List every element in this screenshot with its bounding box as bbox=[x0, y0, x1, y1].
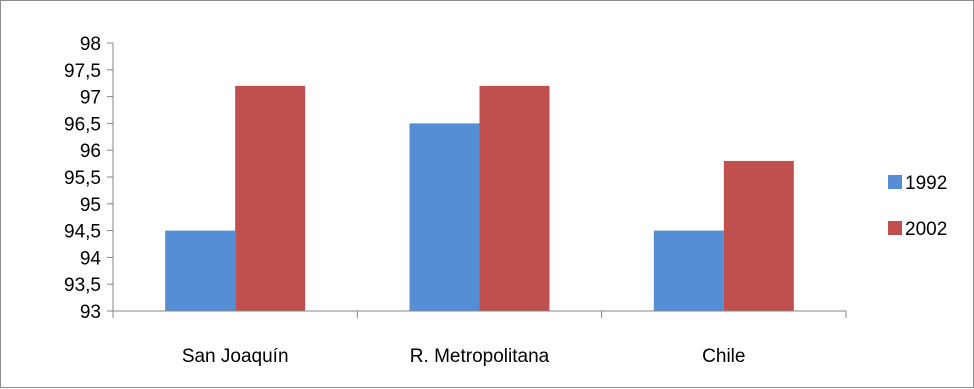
y-tick-label: 97 bbox=[80, 88, 101, 109]
y-tick-label: 95,5 bbox=[64, 168, 101, 189]
x-category-label: Chile bbox=[702, 346, 745, 367]
y-tick-label: 94,5 bbox=[64, 222, 101, 243]
y-tick-label: 96,5 bbox=[64, 114, 101, 135]
bar-2002-2 bbox=[479, 85, 550, 311]
y-tick-label: 97,5 bbox=[64, 61, 101, 82]
legend-label: 2002 bbox=[905, 219, 947, 240]
y-tick-label: 95 bbox=[80, 195, 101, 216]
bar-2002-3 bbox=[723, 160, 794, 311]
y-tick-label: 94 bbox=[80, 248, 102, 269]
bar-1992-3 bbox=[653, 230, 724, 311]
y-tick-label: 98 bbox=[80, 34, 101, 55]
x-category-label: San Joaquín bbox=[182, 346, 289, 367]
y-tick-label: 93,5 bbox=[64, 275, 101, 296]
legend-swatch-1992 bbox=[888, 175, 902, 189]
y-tick-label: 93 bbox=[80, 302, 101, 323]
bar-1992-2 bbox=[409, 123, 480, 312]
x-category-label: R. Metropolitana bbox=[410, 346, 550, 367]
y-tick-label: 96 bbox=[80, 141, 101, 162]
bar-1992-1 bbox=[165, 230, 236, 311]
legend-swatch-2002 bbox=[888, 221, 902, 235]
bar-2002-1 bbox=[235, 85, 306, 311]
legend-label: 1992 bbox=[905, 173, 947, 194]
